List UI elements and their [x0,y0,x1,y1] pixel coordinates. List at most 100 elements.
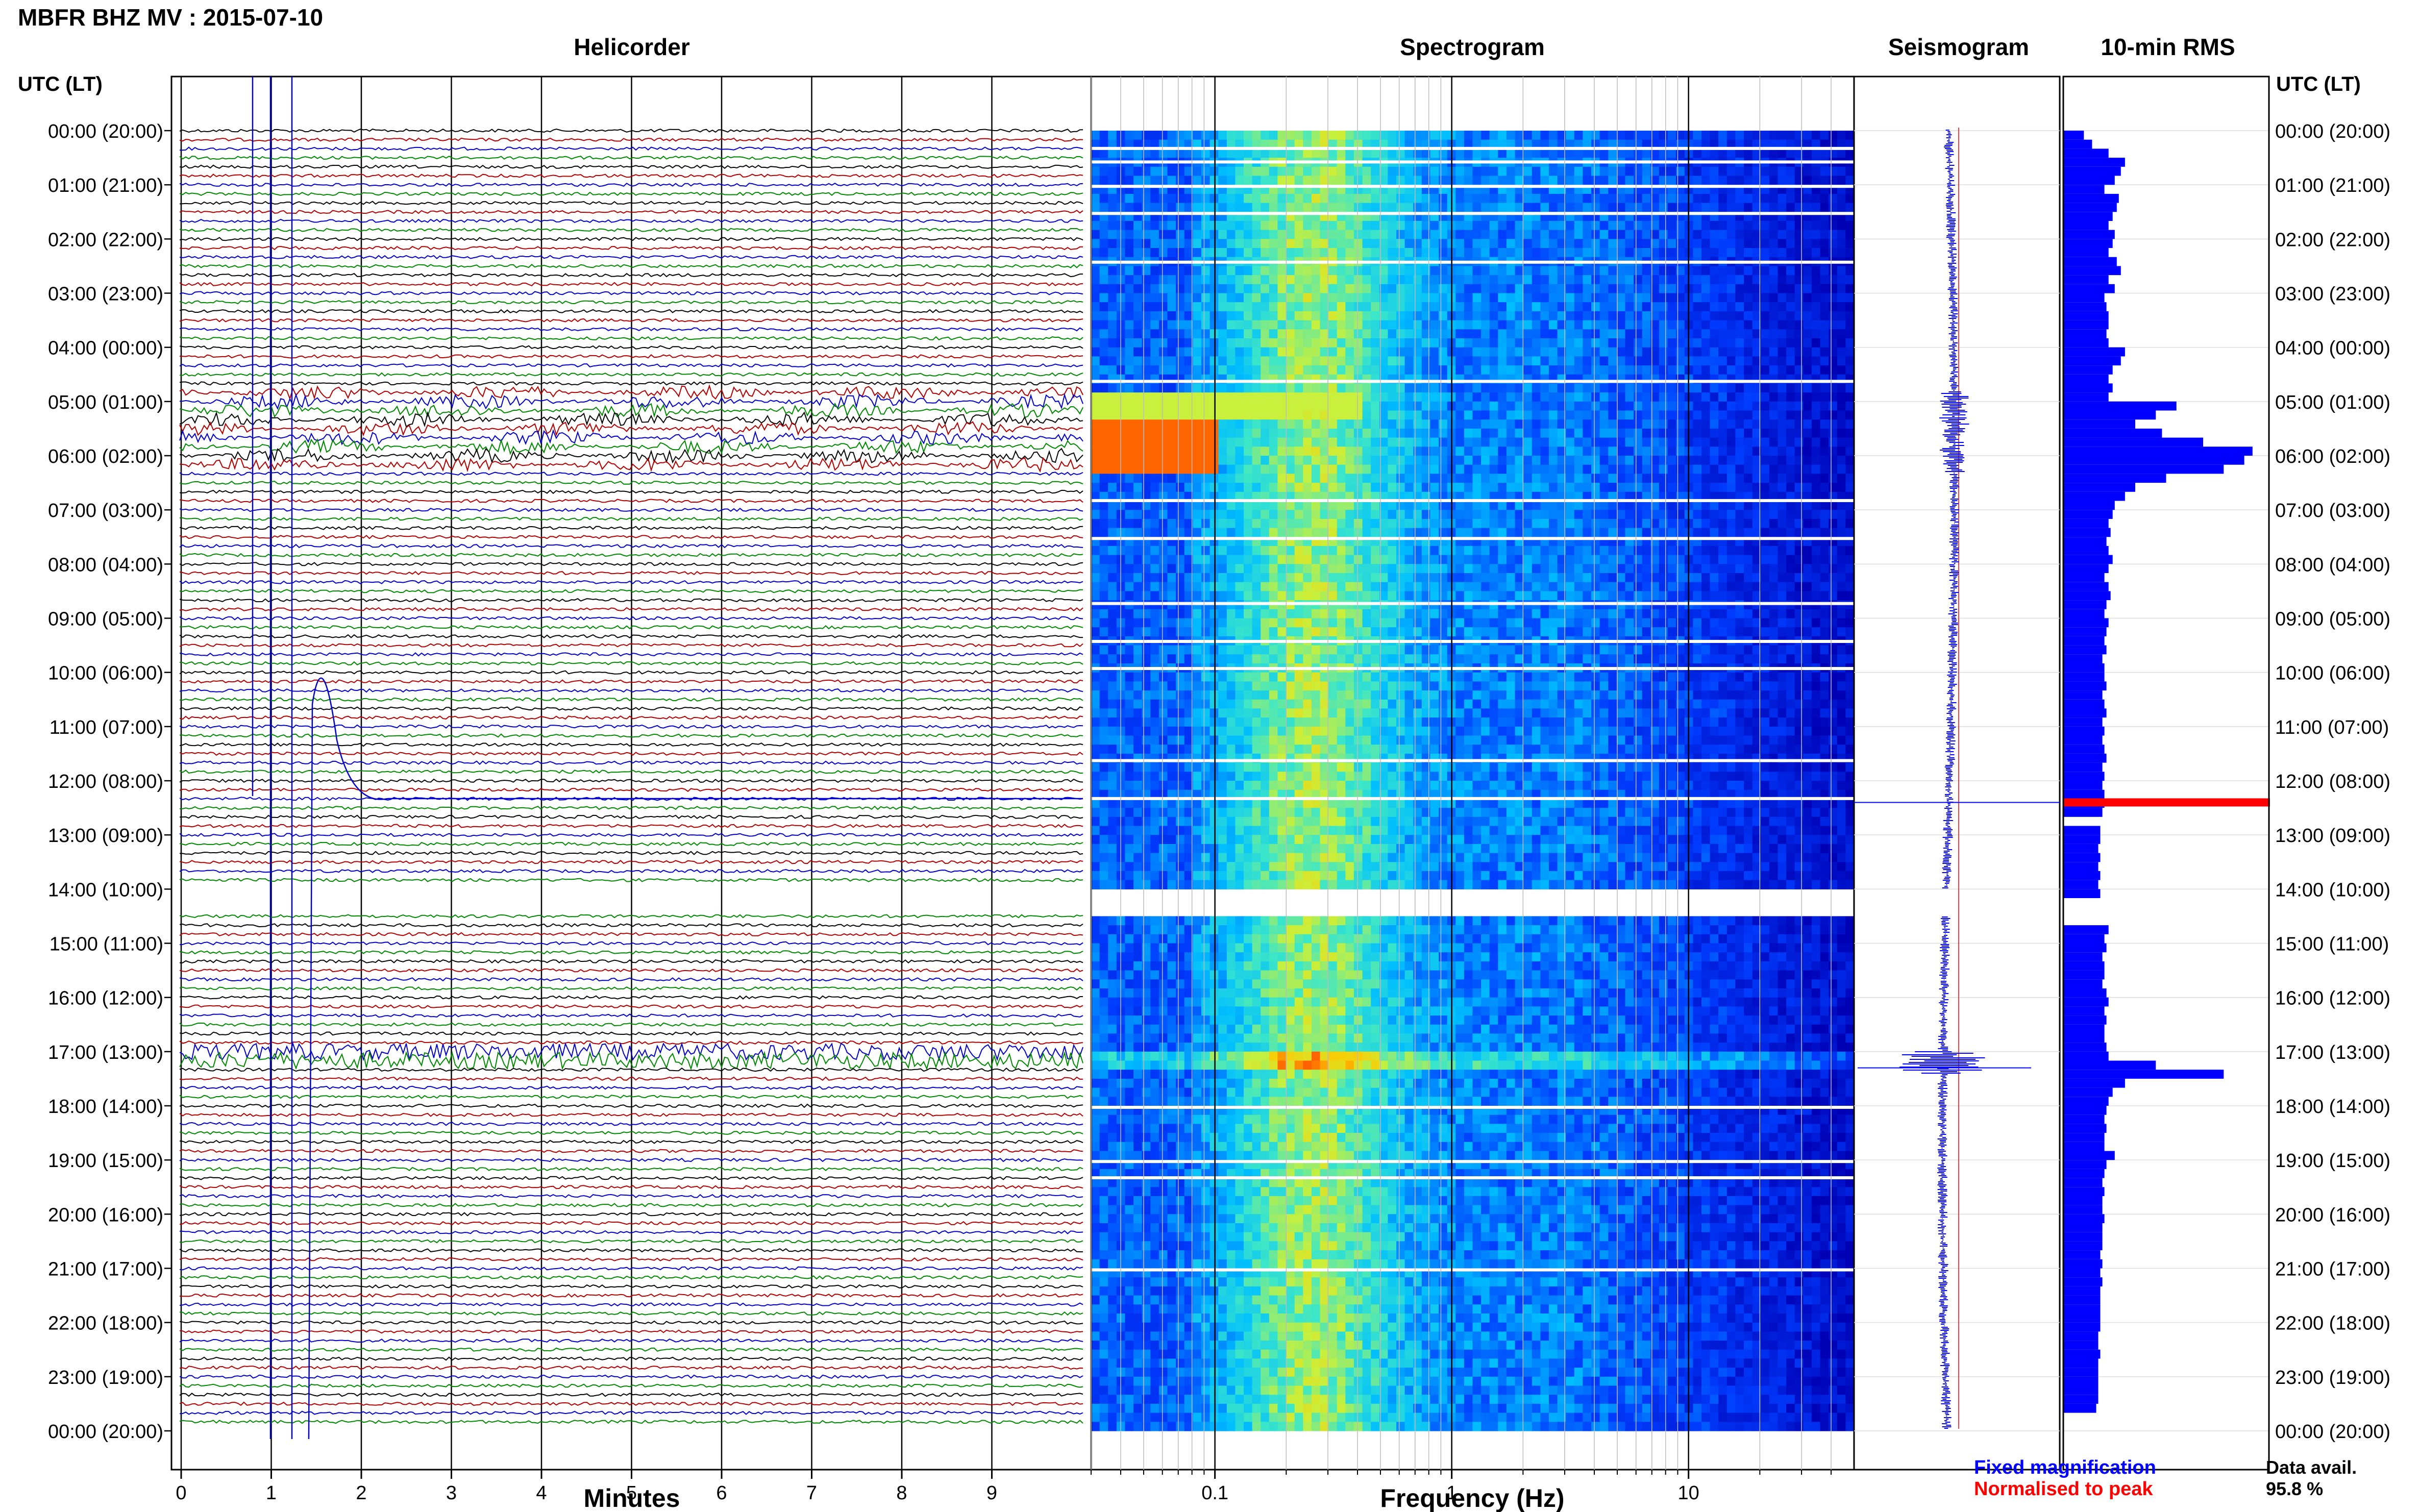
spectrogram-cell [1616,447,1626,456]
spectrogram-cell [1455,266,1465,276]
spectrogram-cell [1778,176,1787,185]
spectrogram-cell [1625,275,1634,285]
spectrogram-cell [1294,464,1304,474]
spectrogram-cell [1778,546,1787,556]
spectrogram-cell [1294,176,1304,185]
spectrogram-cell [1150,474,1159,483]
spectrogram-cell [1837,392,1846,402]
spectrogram-cell [1371,483,1380,492]
helicorder-trace-row [179,688,1083,693]
spectrogram-cell [1362,193,1371,204]
spectrogram-cell [1515,193,1524,204]
spectrogram-cell [1261,338,1270,348]
spectrogram-cell [1235,302,1244,312]
spectrogram-cell [1404,193,1414,204]
spectrogram-cell [1286,329,1295,339]
spectrogram-cell [1413,230,1422,239]
spectrogram-cell [1710,410,1719,420]
spectrogram-cell [1616,483,1626,492]
spectrogram-cell [1837,501,1846,510]
spectrogram-cell [1811,564,1821,574]
spectrogram-cell [1591,437,1600,447]
spectrogram-cell [1786,176,1795,185]
spectrogram-cell [1294,148,1304,158]
spectrogram-cell [1294,365,1304,375]
spectrogram-cell [1540,302,1549,312]
spectrogram-cell [1837,220,1846,231]
spectrogram-cell [1693,518,1702,529]
spectrogram-cell [1362,609,1371,619]
spectrogram-cell [1566,193,1575,204]
spectrogram-cell [1345,555,1354,564]
spectrogram-cell [1108,347,1117,357]
spectrogram-cell [1337,347,1346,357]
spectrogram-cell [1091,582,1100,591]
spectrogram-cell [1303,220,1312,231]
spectrogram-cell [1345,176,1354,185]
spectrogram-cell [1599,311,1609,321]
spectrogram-cell [1091,293,1100,303]
spectrogram-cell [1820,546,1829,556]
spectrogram-cell [1269,573,1278,583]
spectrogram-cell [1523,573,1533,583]
spectrogram-cell [1532,203,1541,212]
spectrogram-cell [1261,284,1270,294]
spectrogram-cell [1362,338,1371,348]
spectrogram-cell [1201,546,1211,556]
spectrogram-cell [1150,248,1159,258]
spectrogram-cell [1218,148,1227,158]
spectrogram-cell [1583,293,1592,303]
spectrogram-cell [1599,419,1609,429]
spectrogram-cell [1472,266,1482,276]
spectrogram-cell [1659,293,1668,303]
spectrogram-cell [1455,474,1465,483]
spectrogram-cell [1150,329,1159,339]
spectrogram-cell [1532,131,1541,140]
spectrogram-cell [1701,347,1711,357]
spectrogram-cell [1574,428,1584,438]
helicorder-trace-row [179,336,1083,341]
spectrogram-cell [1769,266,1779,276]
spectrogram-cell [1455,311,1465,321]
spectrogram-cell [1439,437,1448,447]
spectrogram-cell [1311,428,1321,438]
spectrogram-cell [1735,591,1744,601]
spectrogram-cell [1845,564,1855,574]
spectrogram-cell [1532,266,1541,276]
spectrogram-cell [1778,401,1787,411]
spectrogram-cell [1566,220,1575,231]
spectrogram-cell [1710,131,1719,140]
spectrogram-cell [1252,320,1261,330]
spectrogram-cell [1158,365,1168,375]
spectrogram-cell [1108,447,1117,456]
spectrogram-cell [1184,166,1194,177]
spectrogram-cell [1837,474,1846,483]
spectrogram-cell [1845,131,1855,140]
spectrogram-cell [1345,419,1354,429]
spectrogram-cell [1413,437,1422,447]
spectrogram-cell [1099,437,1108,447]
spectrogram-cell [1599,193,1609,204]
spectrogram-cell [1252,419,1261,429]
spectrogram-cell [1498,591,1507,601]
spectrogram-cell [1235,148,1244,158]
spectrogram-cell [1829,311,1838,321]
spectrogram-cell [1786,248,1795,258]
spectrogram-cell [1210,582,1219,591]
spectrogram-cell [1710,193,1719,204]
spectrogram-cell [1430,338,1439,348]
spectrogram-cell [1591,239,1600,249]
spectrogram-cell [1837,410,1846,420]
spectrogram-cell [1566,528,1575,537]
spectrogram-cell [1421,609,1431,619]
spectrogram-cell [1455,555,1465,564]
spectrogram-cell [1396,284,1405,294]
spectrogram-cell [1506,284,1516,294]
spectrogram-cell [1778,456,1787,465]
spectrogram-cell [1353,203,1363,212]
spectrogram-cell [1303,419,1312,429]
spectrogram-cell [1421,456,1431,465]
spectrogram-cell [1549,501,1558,510]
spectrogram-cell [1176,518,1185,529]
spectrogram-cell [1616,166,1626,177]
